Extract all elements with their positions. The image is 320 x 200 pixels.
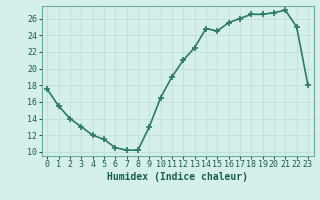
X-axis label: Humidex (Indice chaleur): Humidex (Indice chaleur)	[107, 172, 248, 182]
